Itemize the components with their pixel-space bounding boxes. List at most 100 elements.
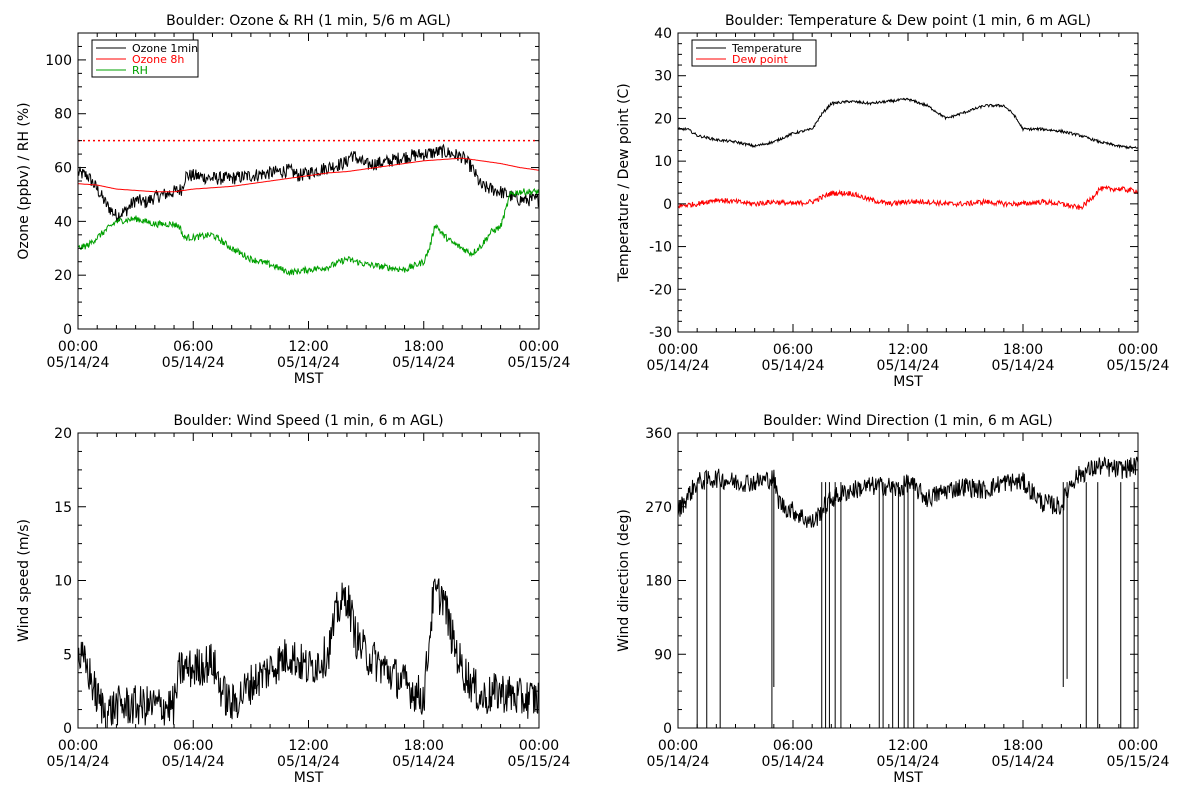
- x-tick-date-label: 05/14/24: [762, 754, 825, 770]
- chart-panel-3: Boulder: Wind Speed (1 min, 6 m AGL) 00:0…: [16, 413, 571, 786]
- x-tick-label: 06:00: [773, 738, 813, 754]
- x-tick-date-label: 05/14/24: [277, 355, 340, 371]
- x-tick-date-label: 05/15/24: [508, 355, 571, 371]
- y-tick-label: 20: [54, 268, 72, 284]
- legend-label: Temperature: [731, 42, 802, 55]
- data-area: [678, 456, 1138, 728]
- x-tick-date-label: 05/14/24: [647, 754, 710, 770]
- x-tick-date-label: 05/14/24: [992, 358, 1055, 374]
- x-tick-label: 06:00: [173, 339, 213, 355]
- x-tick-date-label: 05/15/24: [508, 754, 571, 770]
- x-tick-label: 12:00: [888, 342, 928, 358]
- x-tick-date-label: 05/14/24: [47, 355, 110, 371]
- x-tick-date-label: 05/14/24: [47, 754, 110, 770]
- x-tick-date-label: 05/15/24: [1107, 358, 1170, 374]
- x-tick-label: 12:00: [288, 339, 328, 355]
- x-axis-label: MST: [893, 374, 923, 390]
- data-area: [78, 578, 539, 728]
- x-tick-label: 18:00: [404, 339, 444, 355]
- y-tick-label: 180: [645, 574, 672, 590]
- y-tick-label: 0: [663, 721, 672, 737]
- y-tick-label: -20: [649, 282, 672, 298]
- y-tick-label: 20: [54, 426, 72, 442]
- y-tick-label: 10: [54, 574, 72, 590]
- y-tick-label: 80: [54, 107, 72, 123]
- y-tick-label: 270: [645, 500, 672, 516]
- y-axis-label: Wind speed (m/s): [16, 519, 32, 642]
- x-tick-label: 06:00: [773, 342, 813, 358]
- y-axis-label: Ozone (ppbv) / RH (%): [16, 102, 32, 259]
- x-tick-label: 00:00: [1118, 738, 1158, 754]
- legend-label: Ozone 8h: [132, 53, 184, 66]
- x-tick-label: 00:00: [519, 738, 559, 754]
- y-tick-label: 90: [654, 647, 672, 663]
- plot-frame: [677, 32, 1139, 333]
- y-tick-label: 0: [63, 721, 72, 737]
- y-tick-label: 60: [54, 161, 72, 177]
- legend-label: Ozone 1min: [132, 42, 198, 55]
- series-line-ozone-1min: [78, 143, 539, 223]
- y-tick-label: 360: [645, 426, 672, 442]
- x-tick-label: 00:00: [1118, 342, 1158, 358]
- x-axis-label: MST: [294, 770, 324, 786]
- x-tick-date-label: 05/14/24: [877, 358, 940, 374]
- y-tick-label: 15: [54, 500, 72, 516]
- x-tick-date-label: 05/15/24: [1107, 754, 1170, 770]
- chart-panel-2: Boulder: Temperature & Dew point (1 min,…: [616, 13, 1170, 390]
- chart-title: Boulder: Wind Direction (1 min, 6 m AGL): [763, 413, 1052, 429]
- chart-title: Boulder: Wind Speed (1 min, 6 m AGL): [173, 413, 443, 429]
- x-tick-label: 18:00: [1003, 342, 1043, 358]
- chart-title: Boulder: Temperature & Dew point (1 min,…: [725, 13, 1091, 29]
- x-tick-date-label: 05/14/24: [162, 355, 225, 371]
- y-tick-label: 0: [63, 322, 72, 338]
- x-tick-label: 12:00: [888, 738, 928, 754]
- y-tick-label: -10: [649, 240, 672, 256]
- y-tick-label: 30: [654, 69, 672, 85]
- x-tick-label: 00:00: [658, 738, 698, 754]
- y-tick-label: 10: [654, 154, 672, 170]
- x-tick-date-label: 05/14/24: [392, 355, 455, 371]
- series-line-dew-point: [678, 184, 1138, 211]
- x-tick-label: 18:00: [1003, 738, 1043, 754]
- data-area: [678, 97, 1138, 211]
- x-tick-date-label: 05/14/24: [992, 754, 1055, 770]
- y-tick-label: -30: [649, 325, 672, 341]
- x-tick-date-label: 05/14/24: [877, 754, 940, 770]
- series-line-ozone-8h: [78, 157, 539, 193]
- y-tick-label: 40: [654, 26, 672, 42]
- x-tick-label: 00:00: [658, 342, 698, 358]
- y-tick-label: 40: [54, 214, 72, 230]
- x-tick-label: 00:00: [519, 339, 559, 355]
- x-tick-date-label: 05/14/24: [762, 358, 825, 374]
- legend-label: Dew point: [732, 53, 788, 66]
- x-tick-label: 00:00: [58, 339, 98, 355]
- x-tick-date-label: 05/14/24: [392, 754, 455, 770]
- series-line-rh: [78, 187, 539, 276]
- y-axis-label: Temperature / Dew point (C): [616, 83, 632, 282]
- y-tick-label: 100: [45, 53, 72, 69]
- plots-layer: Boulder: Ozone & RH (1 min, 5/6 m AGL)00…: [16, 13, 1170, 786]
- x-axis-label: MST: [893, 770, 923, 786]
- x-tick-label: 12:00: [288, 738, 328, 754]
- y-tick-label: 5: [63, 647, 72, 663]
- x-tick-date-label: 05/14/24: [647, 358, 710, 374]
- x-axis-label: MST: [294, 371, 324, 387]
- x-tick-label: 18:00: [404, 738, 444, 754]
- series-line-main: [78, 578, 539, 728]
- chart-panel-4: Boulder: Wind Direction (1 min, 6 m AGL)…: [616, 413, 1170, 786]
- data-area: [78, 139, 539, 276]
- legend-label: RH: [132, 64, 148, 77]
- x-tick-label: 00:00: [58, 738, 98, 754]
- chart-title: Boulder: Ozone & RH (1 min, 5/6 m AGL): [166, 13, 451, 29]
- series-line-temperature: [678, 97, 1138, 150]
- x-tick-date-label: 05/14/24: [162, 754, 225, 770]
- series-line-main: [678, 456, 1138, 528]
- y-tick-label: 20: [654, 111, 672, 127]
- legend-box: [691, 39, 817, 67]
- y-axis-label: Wind direction (deg): [616, 509, 632, 652]
- y-tick-label: 0: [663, 197, 672, 213]
- chart-panel-1: Boulder: Ozone & RH (1 min, 5/6 m AGL)00…: [16, 13, 571, 387]
- x-tick-date-label: 05/14/24: [277, 754, 340, 770]
